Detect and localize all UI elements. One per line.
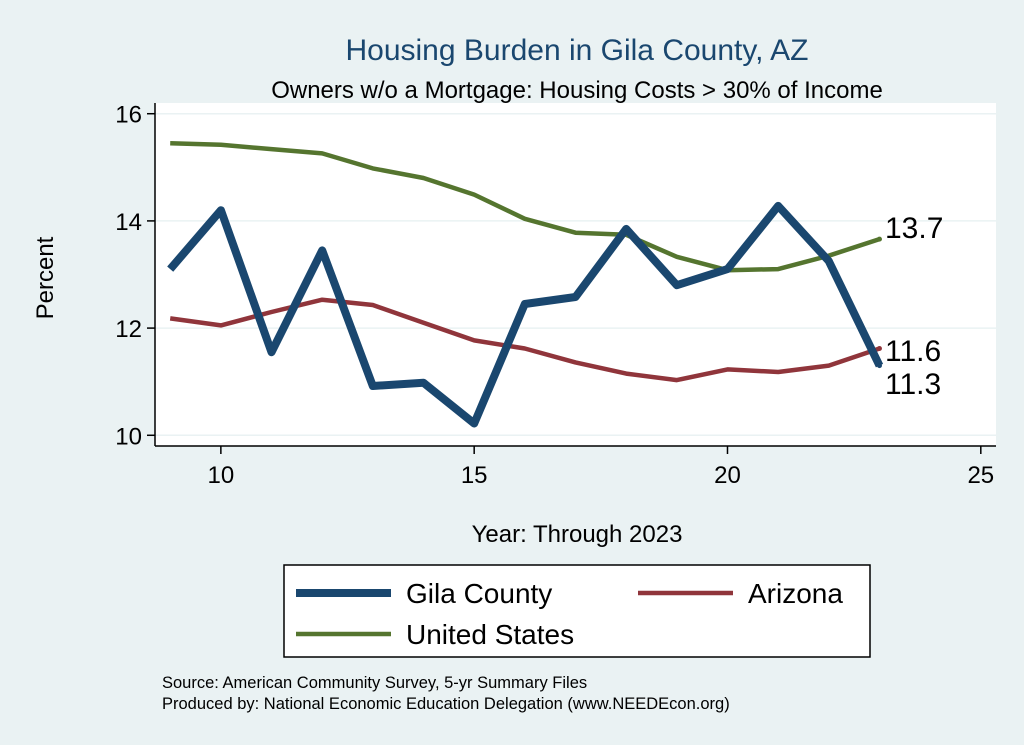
plot-area	[155, 103, 996, 446]
legend-label-gila-county: Gila County	[406, 578, 552, 609]
y-axis-label: Percent	[32, 236, 59, 319]
chart-subtitle: Owners w/o a Mortgage: Housing Costs > 3…	[271, 77, 883, 104]
end-label-gila-county: 11.3	[885, 368, 941, 401]
y-tick-label: 10	[115, 423, 142, 450]
y-tick-label: 12	[115, 316, 142, 343]
endpoint-marker	[876, 363, 882, 369]
y-tick-label: 16	[115, 102, 142, 129]
chart-title: Housing Burden in Gila County, AZ	[345, 34, 808, 67]
legend-label-arizona: Arizona	[748, 578, 843, 609]
endpoint-marker	[876, 345, 882, 351]
end-label-arizona: 11.6	[885, 335, 941, 368]
x-tick-label: 20	[714, 462, 741, 489]
series-lines	[167, 140, 884, 428]
producer-line: Produced by: National Economic Education…	[162, 695, 730, 713]
x-tick-label: 25	[967, 462, 994, 489]
x-tick-label: 15	[461, 462, 488, 489]
end-labels: 11.3 13.7 11.6	[885, 212, 943, 401]
legend-label-united-states: United States	[406, 619, 574, 650]
y-tick-label: 14	[115, 209, 142, 236]
axes: 10 12 14 16 10 15 20 25	[115, 102, 996, 489]
legend: Gila County Arizona United States	[283, 564, 871, 658]
legend-box	[283, 564, 871, 658]
end-label-united-states: 13.7	[885, 212, 943, 245]
series-line-gila-county	[167, 201, 884, 428]
x-axis-label: Year: Through 2023	[472, 521, 683, 548]
endpoint-marker	[876, 236, 882, 242]
gridlines	[155, 112, 996, 437]
source-line: Source: American Community Survey, 5-yr …	[162, 674, 587, 692]
series-line-arizona	[169, 297, 881, 383]
legend-items: Gila County Arizona United States	[296, 578, 843, 650]
series-line-united-states	[170, 140, 881, 273]
x-tick-label: 10	[208, 462, 235, 489]
